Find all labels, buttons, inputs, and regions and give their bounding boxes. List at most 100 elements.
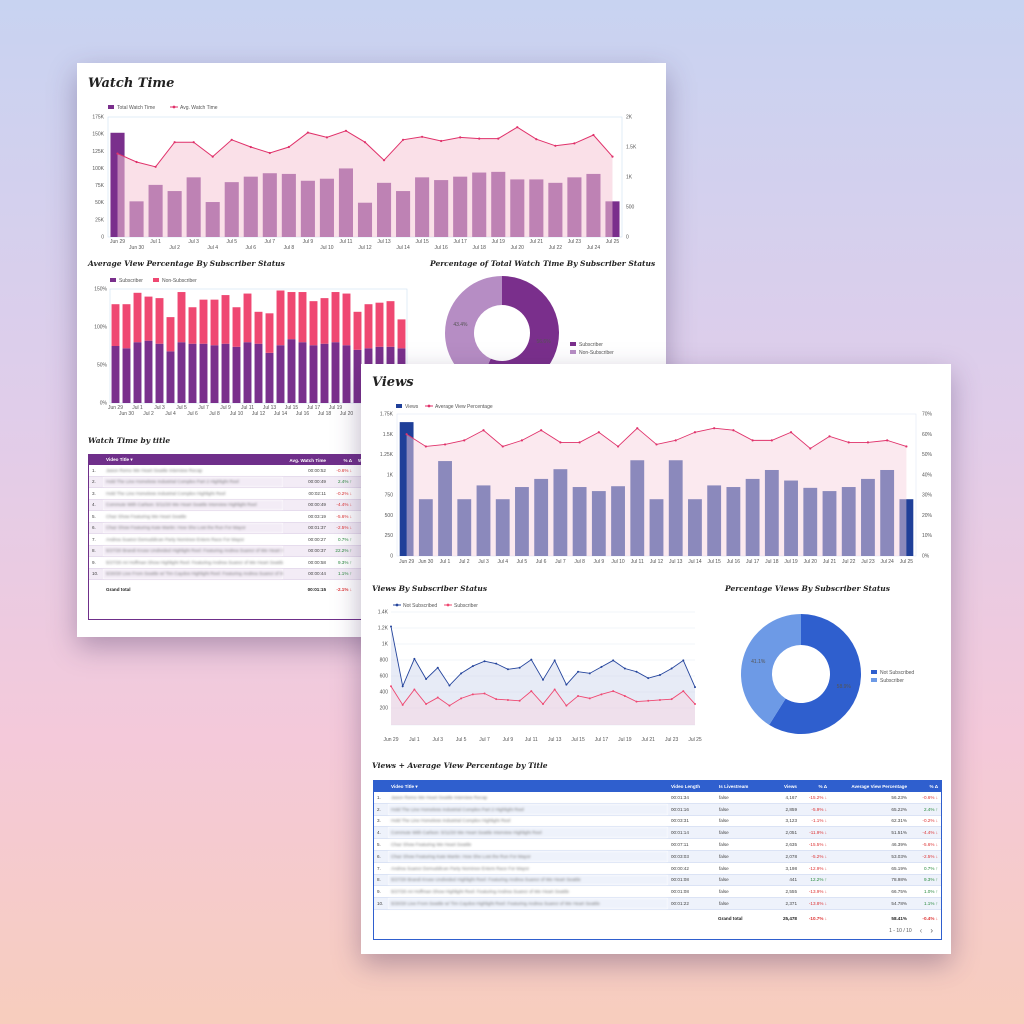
table-row[interactable]: 7. Andrea Suarez Demuddican Party Nominee… xyxy=(89,533,371,546)
video-title[interactable]: Chaz Show Featuring We Heart Seattle xyxy=(388,838,668,851)
table-row[interactable]: 10. 5/20/20 Live From Seattle w/ Tim Cayd… xyxy=(89,568,371,580)
x-tick: Jul 9 xyxy=(220,405,231,411)
delta: -5.6% ↓ xyxy=(329,510,355,523)
video-title[interactable]: Andrea Suarez Demuddican Party Nominee E… xyxy=(103,533,283,546)
views-delta: -12.9% ↓ xyxy=(800,862,830,875)
x-tick: Jul 7 xyxy=(555,559,566,565)
subscriber-bar xyxy=(210,345,219,403)
table-row[interactable]: 1. Jason Remo We Heart Seattle Interview … xyxy=(89,465,371,477)
subscriber-point xyxy=(483,692,486,695)
subscriber-bar xyxy=(144,340,153,403)
avg-watch-point xyxy=(421,135,424,138)
video-title[interactable]: Chaz Show Featuring Kate Martin: How She… xyxy=(388,850,668,863)
video-length: 00:00:42 xyxy=(668,862,716,875)
video-title[interactable]: Hold The Line Homeless Industrial Comple… xyxy=(103,487,283,500)
video-title[interactable]: 5/20/20 Live From Seattle w/ Tim Caydos … xyxy=(388,897,668,910)
video-title[interactable]: Andrea Suarez Demuddican Party Nominee E… xyxy=(388,862,668,875)
subscriber-area xyxy=(391,686,695,725)
video-title[interactable]: 5/27/20 Ari Hoffman Show Highlight Reel:… xyxy=(103,556,283,569)
video-title[interactable]: 5/27/20 Brandi Kruse Undivided Highlight… xyxy=(388,874,668,887)
legend-not-subscribed: Not Subscribed xyxy=(403,603,437,609)
non-subscriber-bar xyxy=(276,290,285,346)
col-delta[interactable]: % Δ xyxy=(329,455,355,465)
y-left-tick: 25K xyxy=(95,217,105,223)
delta: 0.7% ↑ xyxy=(329,533,355,546)
delta: 1.1% ↑ xyxy=(329,568,355,580)
video-length: 00:03:03 xyxy=(668,850,716,863)
table-row[interactable]: 5. Chaz Show Featuring We Heart Seattle 00… xyxy=(374,838,941,851)
video-title[interactable]: 5/20/20 Live From Seattle w/ Tim Caydos … xyxy=(103,568,283,580)
delta: -0.2% ↓ xyxy=(329,487,355,500)
video-title[interactable]: Chaz Show Featuring We Heart Seattle xyxy=(103,510,283,523)
table-row[interactable]: 2. Hold The Line Homeless Industrial Comp… xyxy=(374,803,941,816)
avg-watch-point xyxy=(268,151,271,155)
y-tick: 600 xyxy=(380,674,389,680)
avg-watch-point xyxy=(230,138,233,141)
video-title[interactable]: 5/27/20 Brandi Kruse Undivided Highlight… xyxy=(103,545,283,557)
table-row[interactable]: 4. Commute With Carlson: 5/11/20 We Heart… xyxy=(374,826,941,840)
is-livestream: false xyxy=(716,850,770,863)
x-tick: Jul 25 xyxy=(606,239,620,245)
video-title[interactable]: Hold The Line Homeless Industrial Comple… xyxy=(388,803,668,816)
video-title[interactable]: Chaz Show Featuring Kate Martin: How She… xyxy=(103,522,283,534)
table-row[interactable]: 1. Jason Remo We Heart Seattle Interview … xyxy=(374,792,941,804)
avp-point xyxy=(578,441,581,444)
non-subscriber-bar xyxy=(254,311,263,344)
table-row[interactable]: 10. 5/20/20 Live From Seattle w/ Tim Cayd… xyxy=(374,897,941,910)
table-row[interactable]: 2. Hold The Line Homeless Industrial Comp… xyxy=(89,476,371,488)
col-avg-watch-time[interactable]: Avg. Watch Time xyxy=(283,455,329,465)
is-livestream: false xyxy=(716,815,770,828)
table-row[interactable]: 6. Chaz Show Featuring Kate Martin: How S… xyxy=(374,850,941,863)
video-title[interactable]: Jason Remo We Heart Seattle Interview Re… xyxy=(103,465,283,477)
avp-delta: -0.2% ↓ xyxy=(910,815,941,828)
table-row[interactable]: 8. 5/27/20 Brandi Kruse Undivided Highlig… xyxy=(89,545,371,557)
subscriber-bar xyxy=(232,346,241,403)
col-avg-view-pct[interactable]: Average View Percentage xyxy=(830,781,910,792)
col-video-title[interactable]: Video Title ▾ xyxy=(388,781,668,792)
table-row[interactable]: 5. Chaz Show Featuring We Heart Seattle 00… xyxy=(89,510,371,523)
table-row[interactable]: 3. Hold The Line Homeless Industrial Comp… xyxy=(374,815,941,828)
avp-point xyxy=(693,431,697,434)
video-title[interactable]: Hold The Line Homeless Industrial Comple… xyxy=(388,815,668,828)
row-number: 4. xyxy=(374,826,388,840)
video-title[interactable]: Hold The Line Homeless Industrial Comple… xyxy=(103,476,283,488)
avp-delta: 9.3% ↑ xyxy=(910,874,941,887)
avg-watch-point xyxy=(554,144,557,147)
x-tick: Jul 2 xyxy=(459,559,470,565)
views-delta: -13.8% ↓ xyxy=(800,897,830,910)
table-row[interactable]: 3. Hold The Line Homeless Industrial Comp… xyxy=(89,487,371,500)
col-avp-delta[interactable]: % Δ xyxy=(910,781,941,792)
video-title[interactable]: Commute With Carlson: 5/11/20 We Heart S… xyxy=(103,499,283,511)
avg-view-title: Average View Percentage By Subscriber St… xyxy=(88,259,285,268)
col-video-title[interactable]: Video Title ▾ xyxy=(103,455,283,465)
col-views-delta[interactable]: % Δ xyxy=(800,781,830,792)
avp-point xyxy=(636,427,639,430)
x-tick: Jul 18 xyxy=(473,245,487,251)
chevron-right-icon[interactable]: › xyxy=(930,926,933,935)
not-subscribed-point xyxy=(471,665,474,668)
avp-point xyxy=(559,441,562,444)
col-views[interactable]: Views xyxy=(770,781,800,792)
table-row[interactable]: 9. 5/27/20 Ari Hoffman Show Highlight Ree… xyxy=(89,556,371,569)
table-row[interactable]: 6. Chaz Show Featuring Kate Martin: How S… xyxy=(89,522,371,534)
video-length: 00:01:14 xyxy=(668,826,716,840)
non-subscriber-bar xyxy=(375,302,384,347)
y-left-tick: 1K xyxy=(387,472,394,478)
table-row[interactable]: 7. Andrea Suarez Demuddican Party Nominee… xyxy=(374,862,941,875)
avg-watch-time: 00:00:52 xyxy=(283,465,329,477)
chevron-left-icon[interactable]: ‹ xyxy=(919,926,923,935)
subscriber-point xyxy=(401,703,404,706)
x-tick: Jul 15 xyxy=(415,239,429,245)
table-row[interactable]: 8. 5/27/20 Brandi Kruse Undivided Highlig… xyxy=(374,874,941,887)
donut-label: 43.4% xyxy=(453,322,468,328)
table-row[interactable]: 4. Commute With Carlson: 5/11/20 We Heart… xyxy=(89,499,371,511)
col-video-length[interactable]: Video Length xyxy=(668,781,716,792)
table-row[interactable]: 9. 5/27/20 Ari Hoffman Show Highlight Ree… xyxy=(374,885,941,899)
avp-delta: -4.4% ↓ xyxy=(910,826,941,840)
video-title[interactable]: Jason Remo We Heart Seattle Interview Re… xyxy=(388,792,668,804)
col-is-livestream[interactable]: Is Livestream xyxy=(716,781,770,792)
video-title[interactable]: 5/27/20 Ari Hoffman Show Highlight Reel:… xyxy=(388,885,668,899)
avp-area xyxy=(406,428,907,556)
delta: 22.2% ↑ xyxy=(329,545,355,557)
video-title[interactable]: Commute With Carlson: 5/11/20 We Heart S… xyxy=(388,826,668,840)
